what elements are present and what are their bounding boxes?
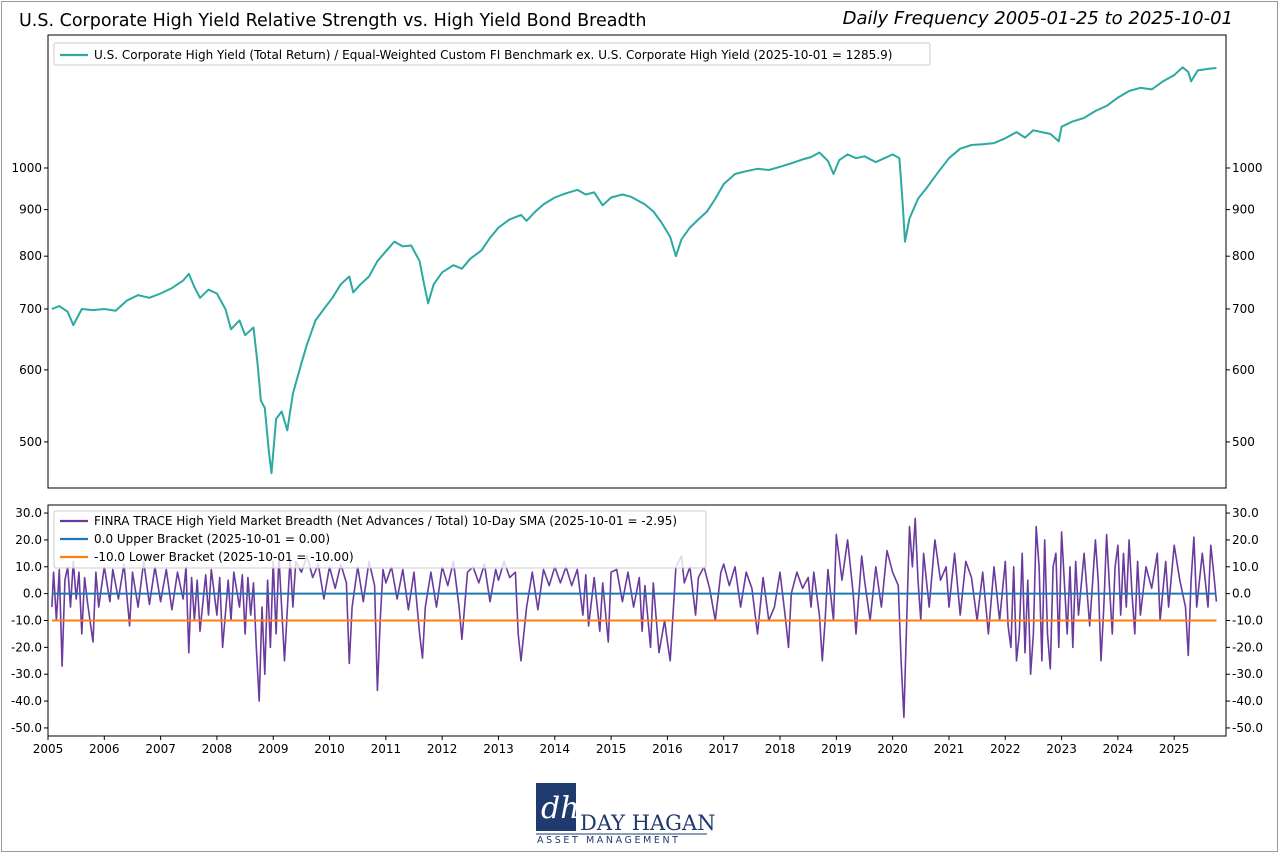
bottom-y-tick-label-left: -50.0 [11, 721, 42, 735]
top-y-tick-label-right: 800 [1232, 249, 1255, 263]
x-tick-label: 2025 [1159, 742, 1190, 756]
top-y-tick-label-left: 900 [19, 203, 42, 217]
x-tick-label: 2020 [877, 742, 908, 756]
upper-bracket-legend-label: 0.0 Upper Bracket (2025-10-01 = 0.00) [94, 532, 330, 546]
x-tick-label: 2011 [371, 742, 402, 756]
bottom-y-tick-label-right: -20.0 [1232, 640, 1263, 654]
top-legend-label: U.S. Corporate High Yield (Total Return)… [94, 48, 892, 62]
x-tick-label: 2022 [990, 742, 1021, 756]
x-tick-label: 2016 [652, 742, 683, 756]
top-y-tick-label-left: 1000 [11, 161, 42, 175]
bottom-y-tick-label-right: 0.0 [1232, 587, 1251, 601]
top-legend-box [53, 42, 931, 66]
x-tick-label: 2013 [483, 742, 514, 756]
top-y-tick-label-right: 600 [1232, 363, 1255, 377]
bottom-y-tick-label-left: 0.0 [23, 587, 42, 601]
relative-strength-series [51, 66, 1217, 475]
x-tick-label: 2017 [708, 742, 739, 756]
chart-subtitle: Daily Frequency 2005-01-25 to 2025-10-01 [842, 8, 1233, 29]
top-y-tick-label-left: 500 [19, 435, 42, 449]
logo-tagline: ASSET MANAGEMENT [537, 835, 681, 846]
day-hagan-logo: dh DAY HAGAN ASSET MANAGEMENT [536, 783, 716, 846]
breadth-series [51, 517, 1218, 719]
top-y-tick-label-right: 700 [1232, 302, 1255, 316]
top-plot-area [47, 34, 1227, 489]
x-tick-label: 2006 [89, 742, 120, 756]
bottom-y-tick-label-right: -30.0 [1232, 667, 1263, 681]
top-y-tick-label-left: 800 [19, 249, 42, 263]
top-y-tick-label-left: 700 [19, 302, 42, 316]
x-tick-label: 2007 [145, 742, 176, 756]
bottom-y-tick-label-right: -40.0 [1232, 694, 1263, 708]
bottom-y-tick-label-left: -20.0 [11, 640, 42, 654]
bottom-y-tick-label-right: 10.0 [1232, 560, 1259, 574]
x-tick-label: 2018 [765, 742, 796, 756]
x-tick-label: 2005 [33, 742, 64, 756]
bottom-y-tick-label-left: 10.0 [15, 560, 42, 574]
bottom-y-tick-label-right: 30.0 [1232, 506, 1259, 520]
top-y-tick-label-right: 900 [1232, 203, 1255, 217]
x-tick-label: 2019 [821, 742, 852, 756]
logo-wordmark: DAY HAGAN [580, 811, 716, 835]
top-y-tick-label-right: 500 [1232, 435, 1255, 449]
bottom-y-tick-label-left: 30.0 [15, 506, 42, 520]
bottom-y-tick-label-left: -30.0 [11, 667, 42, 681]
top-panel: 500 500 600 600 700 700 800 800 900 900 1000 1000 U… [11, 34, 1263, 489]
bottom-legend: FINRA TRACE High Yield Market Breadth (N… [53, 510, 707, 569]
chart-title: U.S. Corporate High Yield Relative Stren… [19, 11, 647, 31]
x-tick-label: 2015 [596, 742, 627, 756]
bottom-y-tick-label-right: 20.0 [1232, 533, 1259, 547]
bottom-legend-box [53, 510, 707, 569]
x-tick-label: 2009 [258, 742, 289, 756]
x-tick-label: 2024 [1103, 742, 1134, 756]
x-tick-label: 2014 [540, 742, 571, 756]
x-tick-label: 2021 [934, 742, 965, 756]
top-y-tick-label-right: 1000 [1232, 161, 1263, 175]
lower-bracket-legend-label: -10.0 Lower Bracket (2025-10-01 = -10.00… [94, 550, 354, 564]
top-y-tick-label-left: 600 [19, 363, 42, 377]
logo-monogram: dh [541, 791, 580, 826]
x-tick-label: 2023 [1046, 742, 1077, 756]
top-y-axis: 500 500 600 600 700 700 800 800 900 900 1000 1000 [11, 161, 1262, 449]
breadth-legend-label: FINRA TRACE High Yield Market Breadth (N… [94, 514, 677, 528]
bottom-panel: 30.0 30.0 20.0 20.0 10.0 10.0 0.0 0.0 -10.0 -10.0… [11, 504, 1263, 756]
x-tick-label: 2010 [314, 742, 345, 756]
logo-monogram-box [536, 783, 576, 831]
relative-strength-line [51, 66, 1217, 475]
x-tick-label: 2012 [427, 742, 458, 756]
x-axis: 2005 2006 2007 2008 2009 2010 2011 2012 2013 2014… [33, 736, 1190, 756]
breadth-lines [51, 517, 1218, 719]
bottom-y-axis: 30.0 30.0 20.0 20.0 10.0 10.0 0.0 0.0 -10.0 -10.0… [11, 506, 1263, 735]
x-tick-label: 2008 [202, 742, 233, 756]
bottom-y-tick-label-right: -50.0 [1232, 721, 1263, 735]
bottom-y-tick-label-left: -40.0 [11, 694, 42, 708]
bottom-y-tick-label-left: -10.0 [11, 614, 42, 628]
top-legend: U.S. Corporate High Yield (Total Return)… [53, 42, 931, 66]
bottom-y-tick-label-left: 20.0 [15, 533, 42, 547]
bottom-y-tick-label-right: -10.0 [1232, 614, 1263, 628]
